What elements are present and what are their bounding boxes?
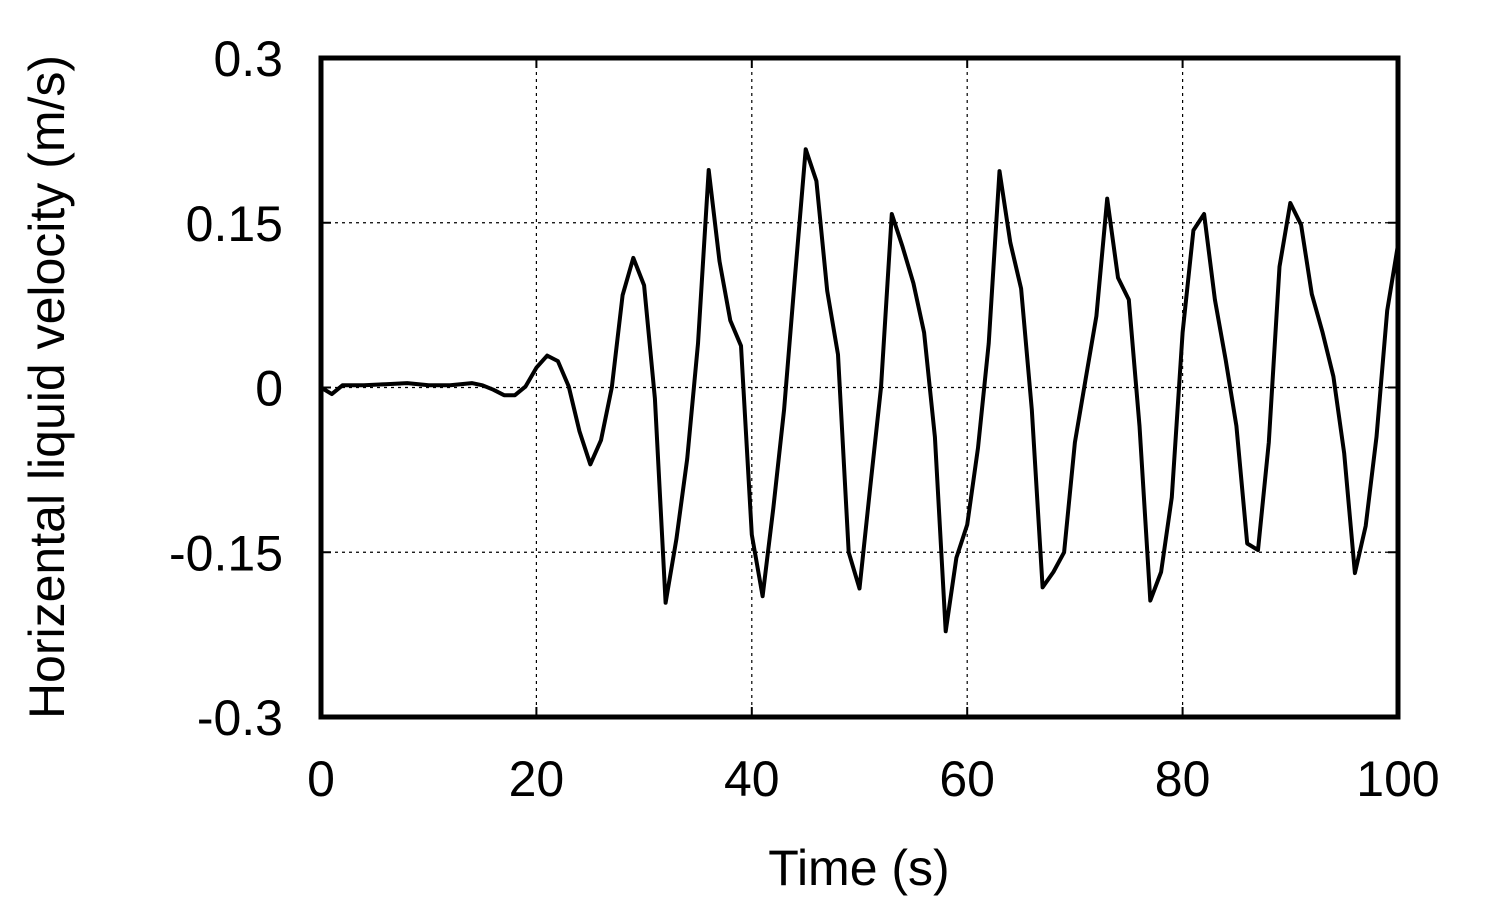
x-tick-label: 100 [1356,751,1439,807]
x-tick-label: 80 [1155,751,1211,807]
x-tick-label: 20 [509,751,565,807]
y-axis-title: Horizental liquid velocity (m/s) [19,55,75,719]
y-tick-label: 0.3 [213,31,283,87]
x-tick-labels: 0 20 40 60 80 100 [307,751,1440,807]
grid [321,58,1398,717]
y-tick-label: -0.3 [197,690,283,746]
x-tick-label: 0 [307,751,335,807]
x-tick-label: 60 [939,751,995,807]
plot-frame [318,55,1401,720]
series-line [319,147,1400,634]
x-axis-title: Time (s) [768,840,949,896]
x-tick-label: 40 [724,751,780,807]
y-tick-label: 0 [255,361,283,417]
y-tick-label: 0.15 [186,196,283,252]
y-tick-labels: -0.3 -0.15 0 0.15 0.3 [169,31,283,746]
y-tick-label: -0.15 [169,525,283,581]
